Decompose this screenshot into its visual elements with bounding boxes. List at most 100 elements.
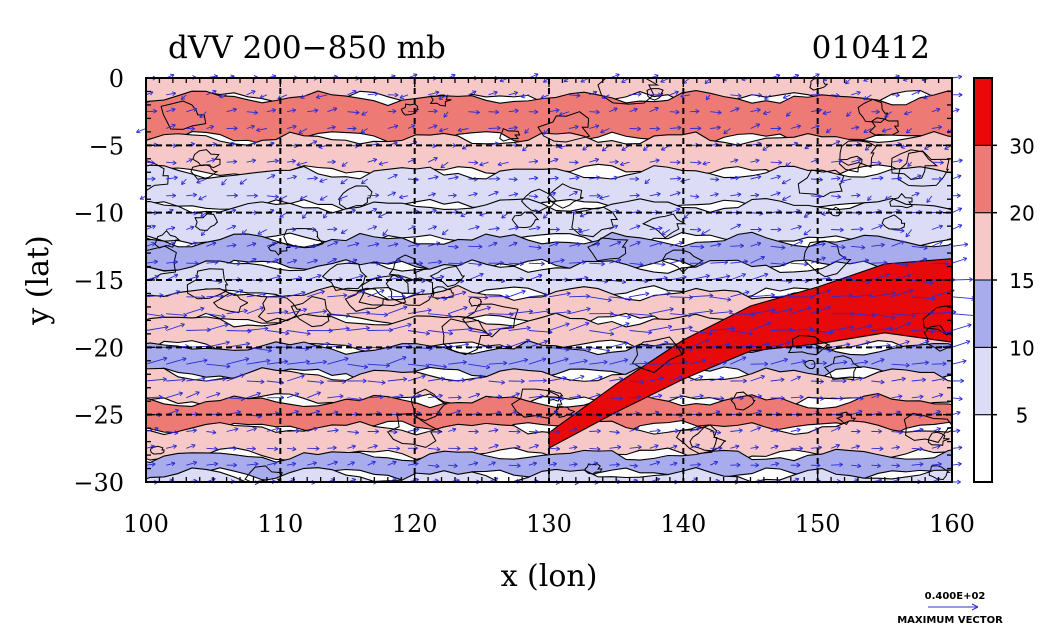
- wind-vector: [468, 273, 484, 281]
- wind-vector: [201, 229, 207, 236]
- wind-vector-head: [499, 260, 504, 266]
- wind-vector: [508, 359, 528, 365]
- wind-vector-head: [271, 108, 276, 113]
- wind-vector-head: [720, 396, 725, 401]
- wind-vector: [387, 259, 401, 264]
- wind-vector-head: [955, 108, 960, 113]
- contour-blob: [511, 211, 540, 229]
- wind-vector-head: [743, 378, 747, 384]
- wind-vector-head: [427, 308, 432, 313]
- wind-vector: [710, 296, 732, 301]
- wind-vector: [790, 396, 804, 399]
- wind-vector: [548, 158, 559, 163]
- wind-vector: [488, 227, 500, 230]
- wind-vector-head: [919, 427, 924, 433]
- wind-vector: [145, 378, 167, 382]
- wind-vector-head: [378, 161, 384, 166]
- wind-vector-head: [313, 258, 318, 264]
- wind-vector: [906, 128, 912, 134]
- wind-vector: [790, 360, 806, 365]
- wind-vector-head: [599, 195, 604, 200]
- wind-vector-head: [159, 293, 164, 298]
- wind-vector: [327, 107, 338, 113]
- wind-vector: [730, 224, 741, 230]
- wind-vector-head: [968, 277, 973, 282]
- wind-vector: [951, 207, 962, 214]
- wind-vector-head: [783, 357, 788, 363]
- wind-vector-head: [936, 427, 941, 432]
- wind-vector-head: [171, 123, 176, 129]
- wind-vector-head: [838, 158, 843, 164]
- wind-vector-head: [924, 339, 930, 345]
- wind-vector-head: [757, 227, 762, 232]
- wind-vector-head: [735, 175, 740, 181]
- wind-vector-head: [171, 193, 176, 199]
- wind-vector: [548, 242, 559, 247]
- wind-vector: [286, 447, 297, 450]
- wind-vector-head: [437, 259, 443, 265]
- wind-vector: [286, 259, 297, 264]
- wind-vector: [785, 161, 792, 167]
- wind-vector: [931, 363, 947, 365]
- wind-vector-head: [697, 227, 702, 233]
- wind-vector-head: [331, 125, 336, 130]
- wind-vector: [810, 362, 827, 365]
- wind-vector: [347, 242, 360, 247]
- wind-vector: [206, 447, 218, 450]
- x-tick-labels: 100 110 120 130 140 150 160: [123, 510, 975, 538]
- wind-vector: [307, 427, 318, 432]
- contour-blob: [545, 389, 564, 402]
- wind-vector-head: [212, 429, 217, 435]
- wind-vector-head: [150, 444, 156, 450]
- wind-vector-head: [936, 107, 941, 113]
- wind-vector-head: [252, 140, 257, 146]
- wind-vector-head: [244, 357, 250, 362]
- wind-vector-head: [687, 312, 693, 318]
- wind-vector-head: [777, 126, 782, 131]
- wind-vector-head: [495, 226, 500, 232]
- wind-vector-head: [625, 322, 630, 327]
- wind-vector: [378, 161, 388, 165]
- wind-vector-head: [842, 255, 847, 261]
- wind-vector: [428, 377, 445, 382]
- wind-vector-head: [522, 146, 527, 152]
- wind-vector-head: [540, 94, 546, 100]
- wind-vector-head: [402, 356, 407, 361]
- wind-vector: [145, 445, 155, 449]
- wind-vector-head: [352, 126, 357, 131]
- wind-vector: [427, 225, 437, 230]
- wind-vector: [710, 461, 718, 466]
- wind-vector: [226, 428, 239, 432]
- contour-blob: [787, 335, 831, 356]
- wind-vector: [669, 296, 693, 298]
- wind-vector: [488, 326, 512, 331]
- wind-vector-head: [585, 293, 590, 299]
- wind-vector: [548, 311, 571, 315]
- wind-vector-head: [231, 208, 237, 214]
- wind-vector-head: [818, 177, 823, 182]
- wind-vector: [548, 259, 565, 264]
- wind-vector-head: [863, 128, 868, 134]
- wind-vector: [770, 329, 793, 331]
- wind-vector-head: [199, 113, 204, 119]
- wind-vector-head: [151, 176, 156, 182]
- wind-vector-head: [496, 125, 501, 131]
- wind-vector-head: [868, 323, 873, 329]
- wind-vector: [347, 311, 370, 315]
- wind-vector: [548, 431, 561, 433]
- wind-vector-head: [543, 130, 548, 135]
- wind-vector: [730, 273, 746, 281]
- wind-vector: [851, 361, 868, 365]
- wind-vector: [750, 256, 765, 264]
- wind-vector: [569, 261, 586, 264]
- wind-vector-head: [922, 257, 928, 263]
- wind-vector-head: [623, 358, 629, 363]
- wind-vector: [319, 178, 328, 183]
- wind-vector-head: [623, 341, 629, 346]
- wind-vector-head: [705, 273, 710, 279]
- wind-vector: [226, 161, 237, 163]
- wind-vector: [851, 397, 864, 400]
- wind-vector: [669, 313, 692, 316]
- wind-vector: [307, 109, 319, 113]
- wind-vector-head: [449, 330, 454, 336]
